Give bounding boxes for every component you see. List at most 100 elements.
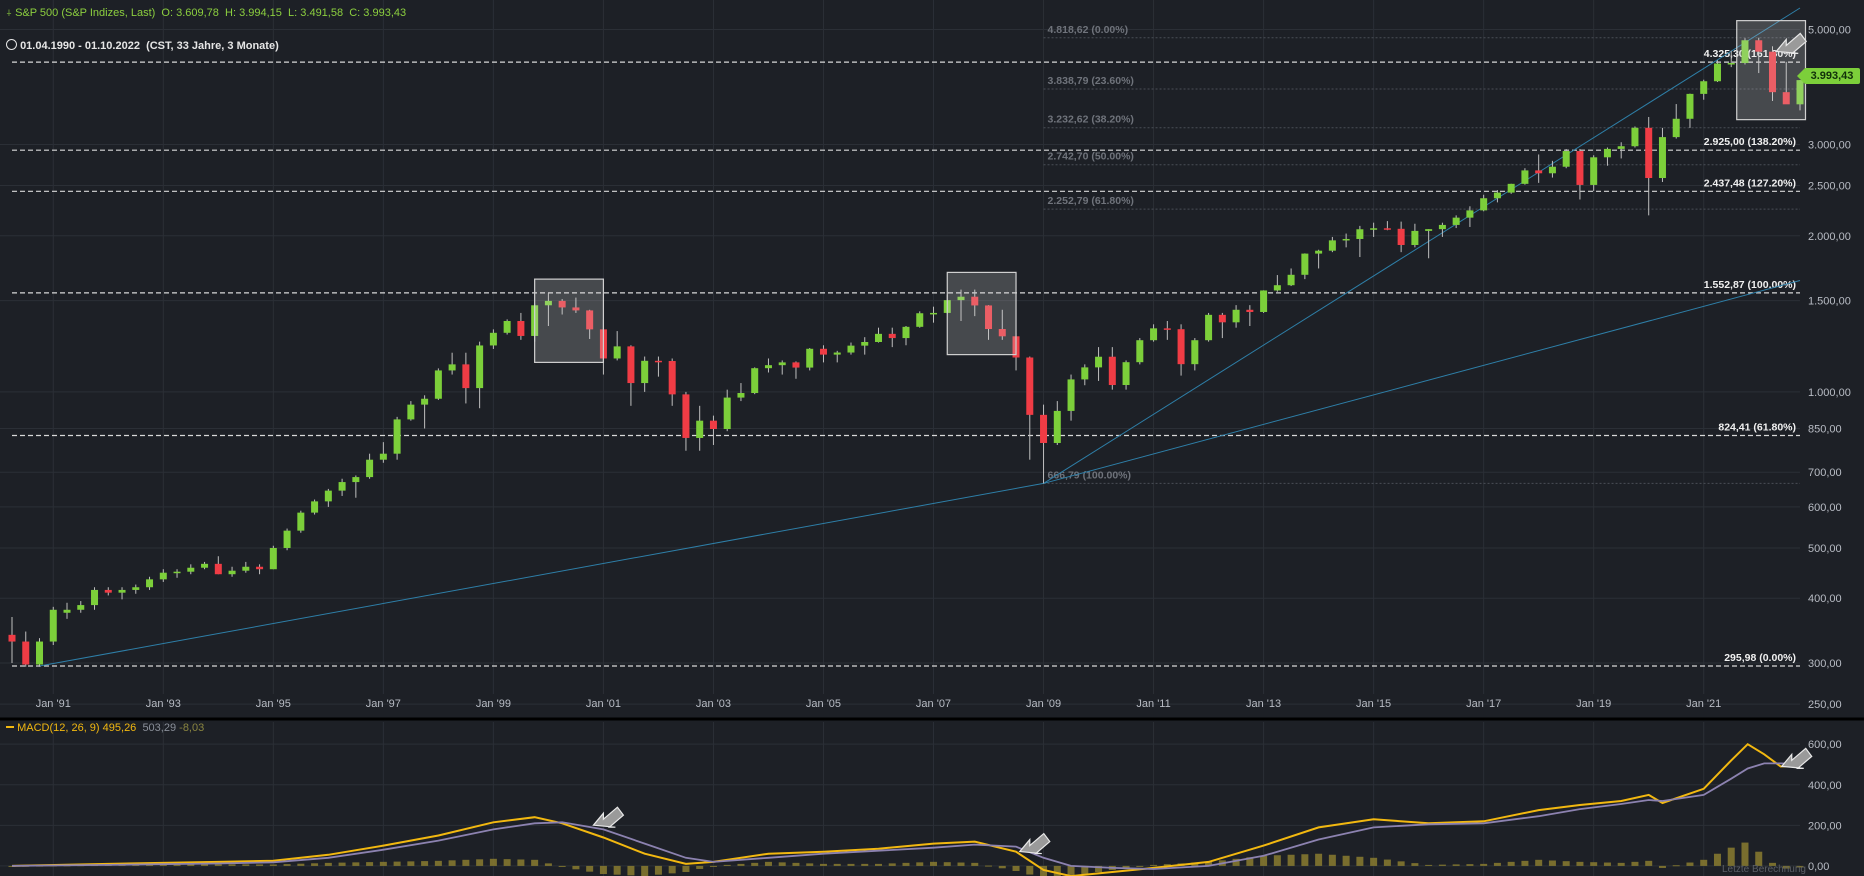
candle-body [1493,192,1501,199]
time-tick-label: Jan '13 [1246,698,1281,710]
candle-body [283,530,291,548]
candle-body [874,333,882,343]
candle-body [1603,148,1611,158]
candle-body [1383,228,1391,230]
candle [1493,190,1501,203]
candle-body [256,566,264,570]
candle-body [448,364,456,371]
candle-body [173,571,181,574]
candle-body [338,482,346,491]
candle-body [36,641,44,665]
candle-body [132,587,140,590]
histogram-bar [1383,859,1391,866]
candle-body [1397,228,1405,245]
candle-body [1163,328,1171,330]
histogram-bar [1273,855,1281,866]
candle [379,442,387,463]
candle [1741,38,1749,65]
histogram-bar [1397,861,1405,866]
histogram-bar [874,863,882,866]
candle-body [1562,151,1570,167]
candle-body [1796,80,1804,105]
candle-body [930,312,938,315]
candle [1191,338,1199,371]
histogram-bar [1411,863,1419,866]
candle [503,319,511,335]
candle-body [1548,166,1556,174]
candle [751,367,759,395]
candle [792,361,800,379]
histogram-bar [1425,864,1433,866]
histogram-bar [324,862,332,866]
histogram-bar [187,864,195,866]
candle [1370,222,1378,237]
period-range[interactable]: 01.04.1990 - 01.10.2022 [20,40,140,52]
candle-body [1260,290,1268,312]
open-value: O: 3.609,78 [161,7,219,19]
histogram-bar [654,865,662,875]
histogram-bar [1782,865,1790,869]
candle-body [159,572,167,580]
candle-body [1452,217,1460,225]
time-tick-label: Jan '99 [476,698,511,710]
time-tick-label: Jan '03 [696,698,731,710]
histogram-bar [1493,862,1501,866]
histogram-bar [985,865,993,867]
candle [1645,116,1653,216]
macd-header[interactable]: MACD(12, 26, 9) 495,26 503,29 -8,03 [6,722,204,734]
candle [1438,222,1446,237]
candle-body [407,404,415,420]
signal-line [11,762,1801,870]
retracement-label: 4.818,62 (0.00%) [1048,24,1129,36]
histogram-bar [668,865,676,874]
candle-body [792,362,800,368]
candle-body [421,398,429,405]
histogram-bar [764,861,772,866]
histogram-bar [1768,862,1776,866]
time-tick-label: Jan '17 [1466,698,1501,710]
histogram-bar [916,862,924,866]
histogram-bar [338,862,346,866]
candle-body [352,477,360,483]
candle [723,389,731,432]
candle-body [1782,92,1790,105]
candle [1411,223,1419,248]
level-label: 824,41 (61.80%) [1718,421,1796,433]
candle [696,405,704,451]
candle-body [1727,63,1735,65]
candle-body [668,361,676,395]
candle [861,337,869,355]
time-tick-label: Jan '01 [586,698,621,710]
histogram-bar [256,864,264,866]
histogram-bar [531,859,539,866]
instrument-name[interactable]: S&P 500 (S&P Indizes, Last) [15,7,156,19]
candle [77,601,85,613]
candle-body [187,567,195,572]
histogram-value: -8,03 [179,722,205,734]
candle [1040,404,1048,484]
candle [888,327,896,348]
histogram-bar [792,862,800,866]
watermark: Letzte Berechnung [1722,864,1806,875]
price-tick-label: 1.000,00 [1808,387,1851,399]
candle-body [833,352,841,355]
candle-body [1081,367,1089,380]
candle [1273,275,1281,292]
candle-body [1466,210,1474,218]
candle-body [902,326,910,339]
histogram-bar [943,862,951,866]
histogram-bar [228,864,236,866]
candle-body [49,609,57,642]
macd-tick-label: 400,00 [1808,780,1842,792]
retracement-label: 2.252,79 (61.80%) [1048,195,1134,207]
candle-body [1658,137,1666,179]
histogram-bar [1713,853,1721,866]
candle [489,329,497,349]
candle-body [1576,151,1584,185]
candle [22,631,30,667]
candle-body [77,605,85,610]
candle [654,356,662,377]
highlight-boxes [534,20,1807,363]
